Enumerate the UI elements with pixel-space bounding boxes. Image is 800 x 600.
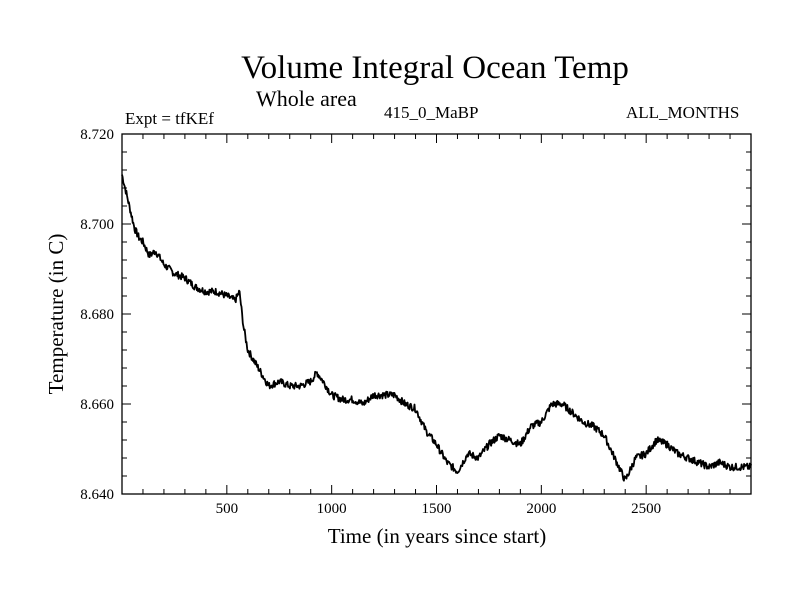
y-tick-label: 8.700 — [80, 217, 114, 233]
y-tick-label: 8.680 — [80, 307, 114, 323]
y-tick-labels: 8.640 8.660 8.680 8.700 8.720 — [80, 127, 114, 503]
x-tick-label: 1000 — [317, 501, 347, 517]
series-line — [121, 174, 752, 482]
plot-frame — [121, 133, 752, 495]
x-tick-label: 500 — [216, 501, 239, 517]
x-axis-label: Time (in years since start) — [328, 524, 547, 548]
experiment-label: Expt = tfKEf — [125, 109, 214, 128]
x-tick-labels: 500 1000 1500 2000 2500 — [216, 501, 662, 517]
y-tick-label: 8.640 — [80, 487, 114, 503]
chart-title: Volume Integral Ocean Temp — [241, 50, 629, 86]
y-tick-label: 8.660 — [80, 397, 114, 413]
x-tick-label: 1500 — [422, 501, 452, 517]
y-axis-label: Temperature (in C) — [44, 234, 68, 395]
run-id-label: 415_0_MaBP — [384, 103, 479, 122]
chart-subtitle: Whole area — [256, 86, 357, 111]
y-tick-label: 8.720 — [80, 127, 114, 143]
x-tick-label: 2000 — [526, 501, 556, 517]
months-label: ALL_MONTHS — [626, 103, 740, 122]
axis-ticks — [122, 134, 751, 494]
x-tick-label: 2500 — [631, 501, 661, 517]
